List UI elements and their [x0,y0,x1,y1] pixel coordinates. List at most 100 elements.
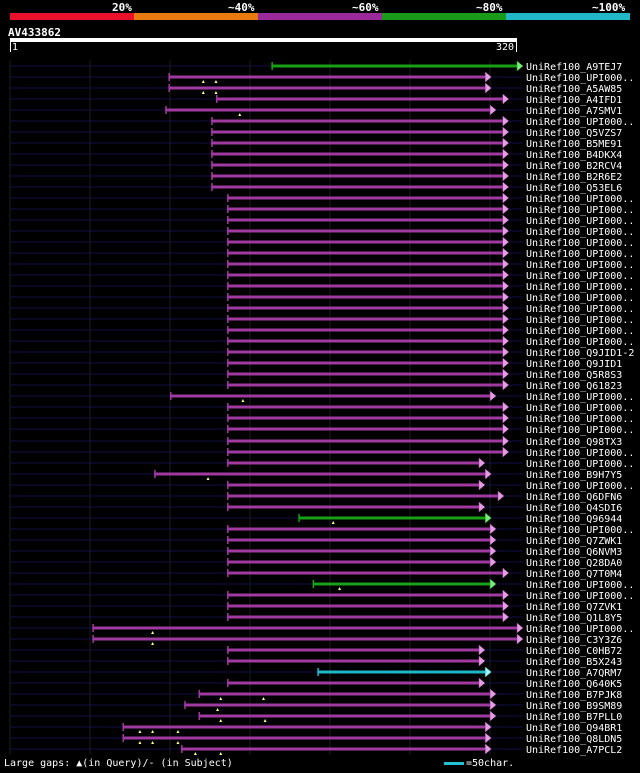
hit-bar[interactable] [298,516,486,520]
hit-name[interactable]: UniRef100_A7QRM7 [526,668,622,679]
hit-row[interactable]: UniRef100_UPI000.. [10,203,634,216]
hit-name[interactable]: UniRef100_UPI000.. [526,194,634,205]
hit-name[interactable]: UniRef100_A7PCL2 [526,745,622,756]
hit-row[interactable]: UniRef100_C0HB72 [10,644,622,657]
hit-name[interactable]: UniRef100_B2R6E2 [526,172,622,183]
hit-name[interactable]: UniRef100_B7PLL0 [526,712,622,723]
hit-name[interactable]: UniRef100_UPI000.. [526,293,634,304]
hit-bar[interactable] [227,372,503,376]
hit-bar[interactable] [122,725,486,729]
hit-bar[interactable] [227,218,503,222]
hit-bar[interactable] [181,747,486,751]
hit-name[interactable]: UniRef100_UPI000.. [526,205,634,216]
hit-bar[interactable] [227,571,503,575]
hit-row[interactable]: UniRef100_Q7ZWK1 [10,534,622,547]
hit-bar[interactable] [227,439,503,443]
hit-bar[interactable] [227,317,503,321]
hit-bar[interactable] [227,505,479,509]
hit-bar[interactable] [312,582,491,586]
hit-row[interactable]: UniRef100_B2RCV4 [10,159,622,172]
hit-name[interactable]: UniRef100_A7SMV1 [526,106,622,117]
hit-row[interactable]: UniRef100_UPI000.. [10,578,634,591]
hit-bar[interactable] [227,207,503,211]
hit-name[interactable]: UniRef100_Q7ZVK1 [526,602,622,613]
hit-bar[interactable] [227,229,503,233]
hit-bar[interactable] [227,648,479,652]
hit-row[interactable]: UniRef100_Q5R8S3 [10,368,622,381]
hit-row[interactable]: UniRef100_UPI000.. [10,192,634,205]
hit-name[interactable]: UniRef100_C3Y3Z6 [526,635,622,646]
hit-name[interactable]: UniRef100_Q53EL6 [526,183,622,194]
hit-bar[interactable] [317,670,486,674]
hit-name[interactable]: UniRef100_UPI000.. [526,304,634,315]
hit-row[interactable]: UniRef100_B9H7Y5 [10,468,622,481]
hit-name[interactable]: UniRef100_Q1L8Y5 [526,613,622,624]
hit-bar[interactable] [227,527,491,531]
hit-row[interactable]: UniRef100_B9SM89 [10,699,622,712]
hit-bar[interactable] [227,560,491,564]
hit-bar[interactable] [184,703,491,707]
hit-bar[interactable] [227,604,503,608]
hit-row[interactable]: UniRef100_C3Y3Z6 [10,633,622,646]
hit-bar[interactable] [211,163,503,167]
hit-name[interactable]: UniRef100_UPI000.. [526,425,634,436]
hit-name[interactable]: UniRef100_UPI000.. [526,481,634,492]
hit-row[interactable]: UniRef100_Q61823 [10,379,622,392]
hit-bar[interactable] [211,185,503,189]
hit-row[interactable]: UniRef100_UPI000.. [10,258,634,271]
hit-bar[interactable] [211,130,503,134]
hit-bar[interactable] [211,152,503,156]
hit-name[interactable]: UniRef100_UPI000.. [526,337,634,348]
hit-row[interactable]: UniRef100_Q9JID1-2 [10,346,634,359]
hit-bar[interactable] [227,339,503,343]
hit-bar[interactable] [211,141,503,145]
hit-name[interactable]: UniRef100_Q640K5 [526,679,622,690]
hit-row[interactable]: UniRef100_A7QRM7 [10,666,622,679]
hit-name[interactable]: UniRef100_Q28DA0 [526,558,622,569]
hit-row[interactable]: UniRef100_UPI000.. [10,589,634,602]
hit-row[interactable]: UniRef100_UPI000.. [10,401,634,414]
hit-bar[interactable] [227,405,503,409]
hit-name[interactable]: UniRef100_C0HB72 [526,646,622,657]
hit-name[interactable]: UniRef100_UPI000.. [526,326,634,337]
hit-bar[interactable] [227,284,503,288]
hit-row[interactable]: UniRef100_UPI000.. [10,390,634,403]
hit-name[interactable]: UniRef100_UPI000.. [526,73,634,84]
hit-name[interactable]: UniRef100_Q98TX3 [526,437,622,448]
hit-name[interactable]: UniRef100_A9TEJ7 [526,62,622,73]
hit-row[interactable]: UniRef100_Q96944 [10,512,622,525]
hit-name[interactable]: UniRef100_UPI000.. [526,216,634,227]
hit-row[interactable]: UniRef100_UPI000.. [10,335,634,348]
hit-name[interactable]: UniRef100_UPI000.. [526,459,634,470]
hit-name[interactable]: UniRef100_UPI000.. [526,315,634,326]
hit-bar[interactable] [170,394,491,398]
hit-name[interactable]: UniRef100_UPI000.. [526,260,634,271]
hit-row[interactable]: UniRef100_UPI000.. [10,236,634,249]
hit-row[interactable]: UniRef100_Q53EL6 [10,181,622,194]
hit-name[interactable]: UniRef100_Q4SDI6 [526,503,622,514]
hit-name[interactable]: UniRef100_Q8LDN5 [526,734,622,745]
hit-row[interactable]: UniRef100_A4IFD1 [10,93,622,106]
hit-row[interactable]: UniRef100_Q6NVM3 [10,545,622,558]
hit-name[interactable]: UniRef100_Q7T0M4 [526,569,622,580]
hit-row[interactable]: UniRef100_UPI000.. [10,523,634,536]
hit-name[interactable]: UniRef100_UPI000.. [526,271,634,282]
hit-bar[interactable] [168,86,486,90]
hit-bar[interactable] [227,483,479,487]
hit-bar[interactable] [227,240,503,244]
hit-name[interactable]: UniRef100_B9SM89 [526,701,622,712]
hit-name[interactable]: UniRef100_Q61823 [526,381,622,392]
hit-row[interactable]: UniRef100_B2R6E2 [10,170,622,183]
hit-row[interactable]: UniRef100_UPI000.. [10,247,634,260]
hit-name[interactable]: UniRef100_B7PJK8 [526,690,622,701]
hit-row[interactable]: UniRef100_Q1L8Y5 [10,611,622,624]
hit-bar[interactable] [211,119,503,123]
hit-row[interactable]: UniRef100_UPI000.. [10,446,634,459]
hit-row[interactable]: UniRef100_UPI000.. [10,622,634,635]
hit-row[interactable]: UniRef100_Q9JID1 [10,357,622,370]
hit-name[interactable]: UniRef100_Q6DFN6 [526,492,622,503]
hit-row[interactable]: UniRef100_Q94BR1 [10,721,622,734]
hit-row[interactable]: UniRef100_A7SMV1 [10,104,622,117]
hit-bar[interactable] [227,251,503,255]
hit-name[interactable]: UniRef100_UPI000.. [526,525,634,536]
